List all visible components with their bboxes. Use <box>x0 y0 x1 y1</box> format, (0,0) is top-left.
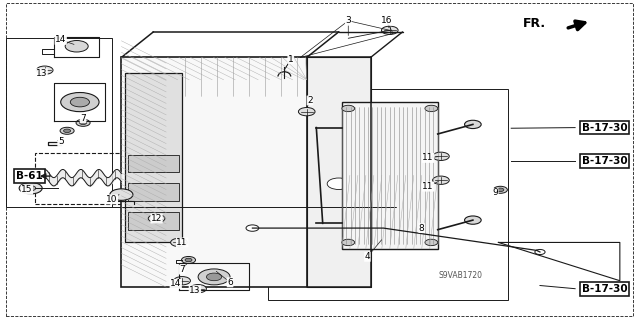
Circle shape <box>535 249 545 255</box>
Circle shape <box>171 238 188 247</box>
Text: 15: 15 <box>21 185 33 194</box>
Text: 6: 6 <box>227 278 233 287</box>
Circle shape <box>185 258 192 262</box>
Text: B-17-30: B-17-30 <box>582 122 627 133</box>
Text: 11: 11 <box>422 182 434 191</box>
Text: 9: 9 <box>492 189 498 197</box>
Circle shape <box>465 120 481 129</box>
Circle shape <box>381 26 398 34</box>
Text: 12: 12 <box>151 214 163 223</box>
Bar <box>6 38 112 207</box>
Text: 5: 5 <box>58 137 63 146</box>
Text: 13: 13 <box>189 286 201 295</box>
Circle shape <box>425 239 438 246</box>
Circle shape <box>19 182 42 194</box>
Circle shape <box>70 97 90 107</box>
Circle shape <box>65 41 88 52</box>
Circle shape <box>327 178 350 189</box>
Circle shape <box>148 214 165 223</box>
Bar <box>268 89 508 300</box>
Text: 4: 4 <box>365 252 371 261</box>
Circle shape <box>76 119 90 126</box>
Text: 11: 11 <box>177 238 188 247</box>
Bar <box>125 73 182 242</box>
Text: 14: 14 <box>170 279 181 288</box>
Circle shape <box>60 127 74 134</box>
Bar <box>35 153 134 204</box>
Circle shape <box>198 269 230 285</box>
Circle shape <box>110 189 133 200</box>
Circle shape <box>433 152 449 160</box>
Circle shape <box>433 176 449 184</box>
Circle shape <box>298 108 315 116</box>
Circle shape <box>493 186 508 193</box>
Bar <box>128 155 179 172</box>
Circle shape <box>79 121 86 125</box>
Bar <box>128 212 179 230</box>
Text: B-17-30: B-17-30 <box>582 284 627 294</box>
Text: 1: 1 <box>288 55 294 63</box>
Circle shape <box>63 129 70 133</box>
Text: B-61: B-61 <box>16 171 43 181</box>
Circle shape <box>182 256 196 263</box>
Text: 7: 7 <box>80 114 86 122</box>
Circle shape <box>246 225 259 231</box>
Text: 3: 3 <box>346 16 351 25</box>
Circle shape <box>465 216 481 224</box>
Bar <box>128 183 179 201</box>
Bar <box>307 57 371 287</box>
Circle shape <box>425 105 438 112</box>
Text: 14: 14 <box>55 35 67 44</box>
Circle shape <box>497 188 504 191</box>
Circle shape <box>342 105 355 112</box>
Bar <box>342 102 438 249</box>
Text: S9VAB1720: S9VAB1720 <box>438 271 482 280</box>
Circle shape <box>61 93 99 112</box>
Bar <box>122 57 307 287</box>
Text: 8: 8 <box>419 224 424 233</box>
Circle shape <box>190 285 207 293</box>
Circle shape <box>36 66 53 74</box>
Text: 2: 2 <box>307 96 313 105</box>
Text: FR.: FR. <box>524 18 547 30</box>
Circle shape <box>26 186 36 191</box>
Text: 11: 11 <box>422 153 434 162</box>
Circle shape <box>342 239 355 246</box>
Text: 16: 16 <box>381 16 392 25</box>
Circle shape <box>207 273 221 281</box>
Text: 13: 13 <box>36 69 47 78</box>
Text: 7: 7 <box>179 265 185 274</box>
Text: 10: 10 <box>106 195 118 204</box>
Circle shape <box>174 277 191 285</box>
Text: B-17-30: B-17-30 <box>582 156 627 166</box>
